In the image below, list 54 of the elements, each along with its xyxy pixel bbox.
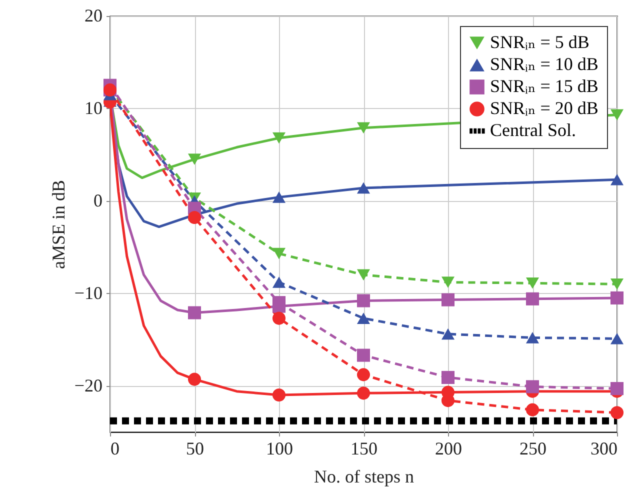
- point: [356, 312, 370, 324]
- point: [610, 332, 624, 344]
- point: [188, 372, 202, 386]
- x-tick-label: 200: [435, 438, 462, 458]
- x-tick-label: 150: [350, 438, 378, 458]
- legend-label: SNRᵢₙ = 10 dB: [490, 54, 598, 74]
- point: [610, 174, 624, 186]
- legend-label: Central Sol.: [490, 120, 576, 140]
- y-axis-title: aMSE in dB: [48, 180, 68, 270]
- y-tick-label: 20: [84, 6, 102, 26]
- x-axis-title: No. of steps n: [314, 466, 414, 486]
- point: [272, 276, 286, 288]
- y-tick-label: −10: [74, 282, 102, 303]
- point: [272, 312, 286, 325]
- point: [356, 294, 370, 308]
- point: [272, 296, 286, 310]
- x-tick-label: 50: [186, 438, 204, 458]
- x-tick-label: 250: [520, 438, 546, 458]
- legend-label: SNRᵢₙ = 20 dB: [490, 98, 598, 118]
- y-tick-label: −20: [74, 375, 102, 396]
- point: [272, 248, 286, 260]
- y-tick-label: 0: [94, 190, 102, 210]
- point: [188, 306, 202, 320]
- x-tick-label: 100: [266, 438, 293, 458]
- point: [441, 370, 455, 384]
- point: [356, 368, 370, 382]
- point: [526, 292, 540, 306]
- point: [526, 380, 540, 394]
- x-tick-label: 0: [110, 438, 120, 458]
- point: [526, 332, 540, 344]
- point: [356, 122, 370, 134]
- point: [441, 293, 455, 306]
- point: [356, 386, 370, 400]
- x-tick-label: 300: [590, 438, 618, 458]
- point: [272, 132, 286, 144]
- point: [526, 403, 540, 416]
- point: [188, 154, 202, 165]
- y-tick-label: 10: [84, 98, 102, 118]
- legend-label: SNRᵢₙ = 15 dB: [490, 76, 598, 96]
- point: [610, 291, 624, 304]
- point: [610, 406, 624, 420]
- point: [526, 278, 540, 289]
- legend-label: SNRᵢₙ = 5 dB: [490, 32, 590, 52]
- point: [188, 211, 202, 224]
- point: [610, 109, 624, 121]
- point: [610, 278, 624, 290]
- point: [610, 382, 624, 396]
- point: [356, 348, 370, 362]
- point: [356, 269, 370, 280]
- point: [441, 328, 455, 340]
- point: [356, 182, 370, 194]
- point: [272, 388, 286, 402]
- point: [272, 192, 286, 203]
- point: [441, 276, 455, 288]
